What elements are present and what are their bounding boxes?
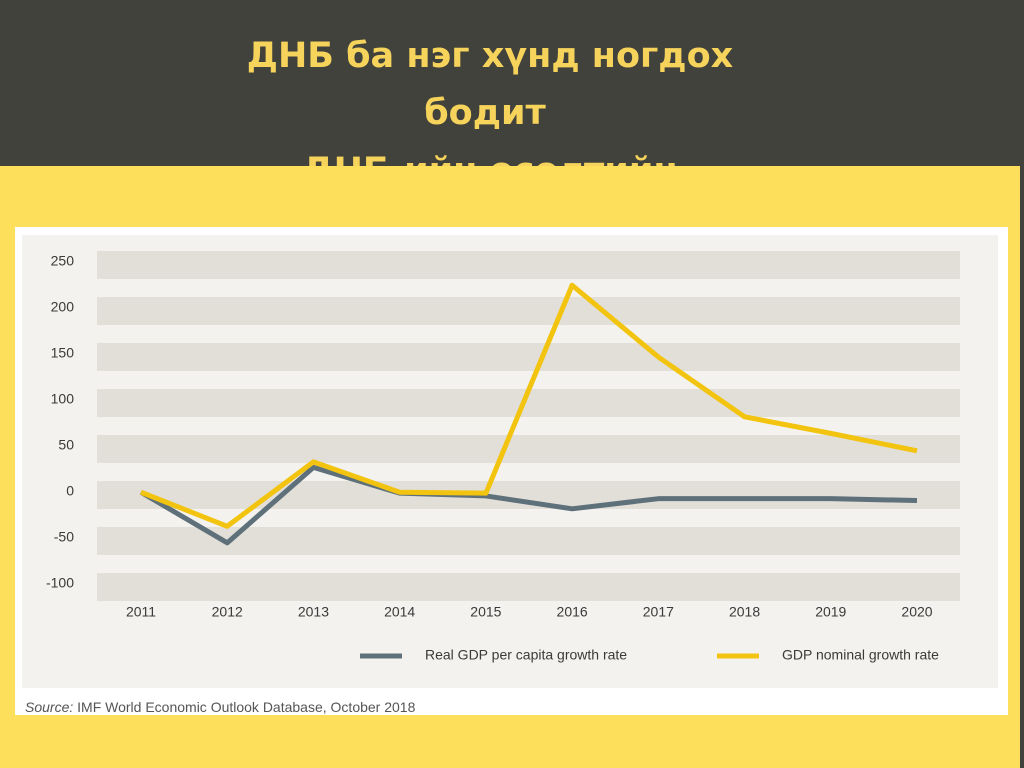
y-tick-label: -100 [46, 575, 74, 591]
y-tick-label: 0 [66, 483, 74, 499]
y-tick-label: 200 [51, 299, 75, 315]
y-tick-label: 50 [58, 437, 74, 453]
legend-label: GDP nominal growth rate [782, 647, 939, 663]
source-label: Source: [25, 699, 73, 715]
x-tick-label: 2017 [643, 604, 674, 620]
data-line [140, 282, 918, 529]
grid-band [97, 251, 960, 279]
grid-band [97, 573, 960, 601]
source-note: Source: IMF World Economic Outlook Datab… [25, 699, 416, 715]
y-tick-label: 100 [51, 391, 75, 407]
y-tick-label: -50 [54, 529, 74, 545]
grid-band [97, 297, 960, 325]
x-tick-label: 2018 [729, 604, 760, 620]
y-tick-label: 250 [51, 253, 75, 269]
x-tick-label: 2020 [901, 604, 932, 620]
y-tick-label: 150 [51, 345, 75, 361]
x-tick-label: 2011 [126, 604, 156, 620]
title-line: бодит [424, 93, 546, 133]
grid-band [97, 343, 960, 371]
title-line: ДНБ ба нэг хүнд ногдох [247, 36, 734, 76]
plot: -100 -50 0 50 100 150 200 250 2011 2012 2013 2014 20… [46, 251, 960, 663]
x-tick-label: 2019 [815, 604, 846, 620]
x-tick-label: 2013 [298, 604, 329, 620]
source-text: IMF World Economic Outlook Database, Oct… [77, 699, 415, 715]
x-tick-label: 2016 [557, 604, 588, 620]
grid-band [97, 435, 960, 463]
x-tick-label: 2012 [212, 604, 243, 620]
x-tick-label: 2014 [384, 604, 415, 620]
data-line [139, 464, 918, 546]
x-tick-label: 2015 [470, 604, 501, 620]
legend-label: Real GDP per capita growth rate [425, 647, 627, 663]
